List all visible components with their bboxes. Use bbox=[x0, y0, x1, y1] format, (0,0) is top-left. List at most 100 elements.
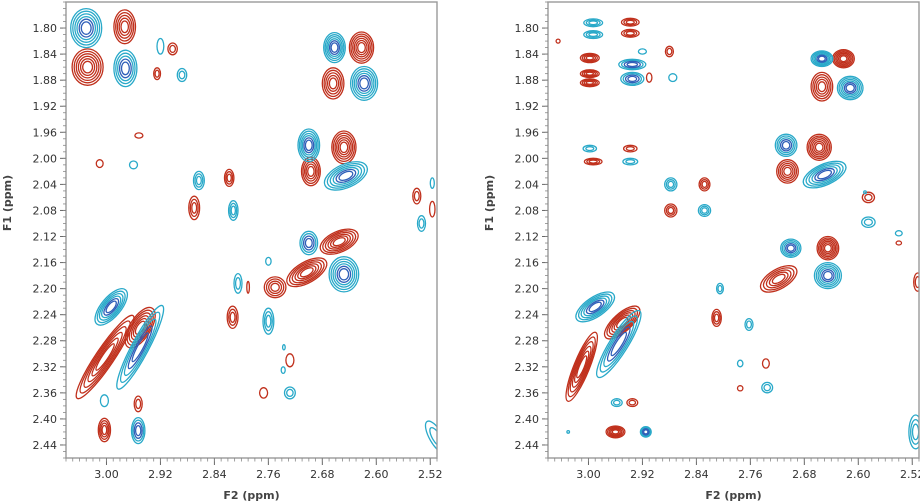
contour-level bbox=[79, 320, 131, 394]
contour-level bbox=[72, 10, 101, 46]
contour-layer bbox=[70, 7, 437, 454]
contour-level bbox=[664, 203, 678, 218]
contour-level bbox=[352, 35, 371, 60]
contour-level bbox=[588, 159, 598, 164]
contour-level bbox=[116, 14, 133, 39]
contour-level bbox=[843, 82, 857, 94]
positive-peak bbox=[810, 71, 834, 102]
contour-level bbox=[156, 37, 165, 55]
x-tick-label: 2.84 bbox=[684, 468, 709, 481]
contour-level bbox=[698, 177, 711, 192]
negative-peak bbox=[297, 128, 321, 163]
contour-level bbox=[812, 74, 832, 100]
contour-level bbox=[119, 311, 161, 383]
contour-level bbox=[326, 163, 366, 189]
contour-level bbox=[325, 72, 342, 95]
contour-level bbox=[665, 179, 676, 190]
contour-level bbox=[836, 75, 864, 101]
contour-level bbox=[811, 138, 828, 156]
contour-level bbox=[355, 72, 373, 95]
contour-level bbox=[565, 331, 599, 402]
negative-peak bbox=[715, 282, 725, 295]
contour-level bbox=[281, 344, 286, 351]
contour-level bbox=[711, 308, 722, 328]
x-tick-label: 2.84 bbox=[202, 468, 227, 481]
contour-level bbox=[817, 81, 827, 93]
contour-level bbox=[227, 200, 239, 221]
contour-level bbox=[580, 295, 610, 319]
positive-peak bbox=[565, 331, 599, 402]
contour-level bbox=[581, 53, 598, 63]
contour-level bbox=[837, 53, 850, 64]
positive-peak bbox=[579, 69, 600, 79]
negative-peak bbox=[780, 238, 802, 258]
negative-peak bbox=[596, 309, 642, 379]
contour-level bbox=[606, 307, 639, 338]
y-tick-label: 1.84 bbox=[515, 48, 540, 61]
contour-level bbox=[270, 282, 280, 292]
contour-level bbox=[334, 263, 354, 286]
contour-level bbox=[96, 290, 126, 324]
plot-frame bbox=[547, 1, 920, 459]
left-spectrum-panel: 1.80 1.84 1.88 1.92 1.96 2.00 2.04 2.08 2.12 2.16… bbox=[1, 1, 443, 502]
contour-level bbox=[428, 200, 436, 218]
positive-peak bbox=[832, 48, 855, 69]
contour-level bbox=[335, 168, 357, 183]
y-tick-label: 2.04 bbox=[515, 178, 540, 191]
contour-level bbox=[861, 191, 876, 204]
contour-level bbox=[413, 190, 420, 202]
y-tick-label: 2.24 bbox=[515, 309, 540, 322]
negative-peak bbox=[280, 366, 286, 375]
contour-level bbox=[176, 67, 188, 83]
contour-layer bbox=[555, 17, 919, 450]
contour-level bbox=[637, 48, 648, 55]
contour-level bbox=[914, 276, 919, 289]
contour-level bbox=[286, 388, 294, 398]
contour-level bbox=[321, 67, 345, 100]
contour-level bbox=[134, 424, 142, 437]
contour-level bbox=[350, 33, 373, 62]
contour-level bbox=[641, 428, 650, 436]
y-tick-label: 2.12 bbox=[515, 231, 540, 244]
contour-level bbox=[304, 139, 313, 152]
y-tick-label: 2.28 bbox=[33, 335, 58, 348]
contour-level bbox=[323, 161, 369, 191]
y-tick-label: 2.28 bbox=[515, 335, 540, 348]
contour-level bbox=[596, 309, 642, 379]
contour-level bbox=[761, 358, 770, 369]
y-tick-label: 2.08 bbox=[515, 204, 540, 217]
contour-level bbox=[332, 166, 360, 185]
negative-peak bbox=[94, 288, 129, 326]
contour-level bbox=[288, 259, 325, 286]
contour-level bbox=[763, 383, 772, 392]
contour-level bbox=[817, 55, 826, 62]
contour-level bbox=[191, 201, 198, 214]
contour-level bbox=[624, 74, 640, 84]
contour-level bbox=[300, 132, 318, 158]
positive-peak bbox=[134, 132, 144, 139]
positive-peak bbox=[620, 28, 640, 38]
contour-level bbox=[113, 49, 138, 88]
contour-level bbox=[783, 166, 792, 177]
contour-level bbox=[816, 54, 828, 63]
positive-peak bbox=[286, 257, 328, 288]
contour-level bbox=[336, 265, 352, 283]
x-axis-title: F2 (ppm) bbox=[705, 489, 761, 502]
contour-level bbox=[128, 160, 139, 170]
contour-level bbox=[326, 74, 340, 92]
contour-level bbox=[323, 69, 343, 98]
contour-level bbox=[332, 132, 356, 163]
contour-level bbox=[98, 420, 110, 440]
positive-peak bbox=[913, 272, 919, 292]
contour-level bbox=[326, 36, 343, 60]
contour-level bbox=[76, 15, 97, 41]
contour-level bbox=[75, 314, 135, 400]
contour-level bbox=[416, 215, 427, 232]
y-tick-label: 1.96 bbox=[515, 126, 540, 139]
contour-level bbox=[776, 135, 796, 156]
contour-level bbox=[228, 308, 238, 326]
contour-level bbox=[759, 265, 798, 293]
negative-peak bbox=[861, 216, 876, 229]
contour-level bbox=[101, 424, 108, 436]
contour-level bbox=[606, 426, 625, 438]
